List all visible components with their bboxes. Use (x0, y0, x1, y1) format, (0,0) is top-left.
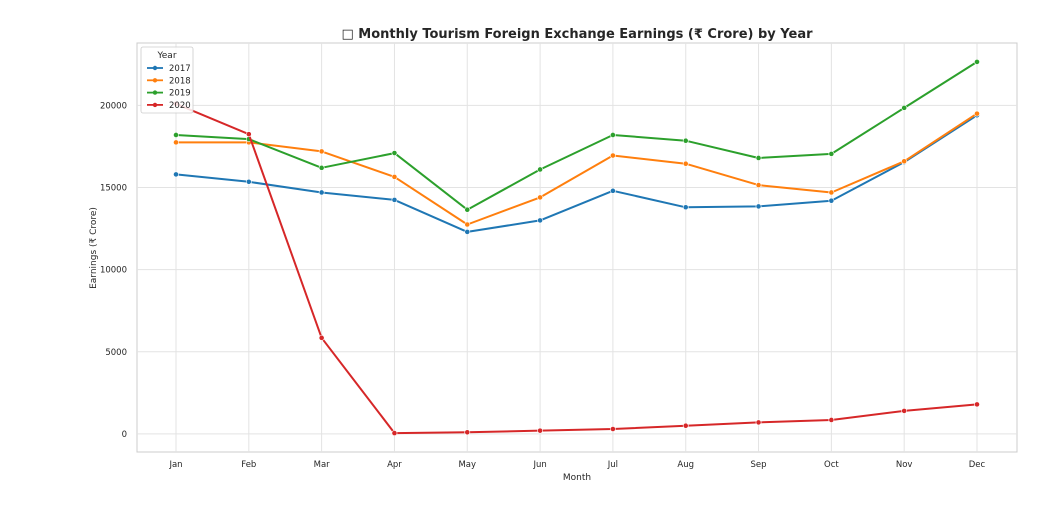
data-point (828, 197, 835, 204)
x-tick-label: Nov (896, 460, 913, 470)
legend-label: 2017 (169, 64, 191, 74)
data-point (755, 203, 762, 210)
x-tick-label: May (458, 460, 476, 470)
data-point (318, 148, 325, 155)
x-tick-label: Feb (241, 460, 256, 470)
data-point (610, 187, 616, 194)
data-point (537, 194, 543, 201)
legend-marker (152, 102, 158, 108)
legend-marker (152, 65, 158, 71)
data-point (755, 155, 762, 161)
x-tick-label: Dec (969, 460, 986, 470)
x-tick-label: Jan (168, 460, 182, 470)
x-tick-label: Oct (824, 460, 839, 470)
data-point (173, 171, 179, 178)
data-point (974, 401, 980, 408)
data-point (974, 110, 980, 117)
x-tick-label: Sep (751, 460, 767, 470)
data-point (391, 430, 398, 437)
legend-label: 2019 (169, 89, 191, 99)
legend-box (140, 46, 194, 114)
data-point (537, 217, 543, 224)
series-line (175, 114, 978, 233)
data-point (682, 204, 689, 211)
axis-ticks: Jan Feb Mar Apr May Jun Jul Aug Sep Oct Nov Dec 0 500… (100, 101, 986, 470)
data-point (318, 189, 325, 196)
data-point (682, 137, 689, 144)
data-point (828, 150, 835, 157)
y-tick-label: 15000 (100, 184, 127, 194)
y-axis-label: Earnings (₹ Crore) (89, 207, 99, 289)
legend-marker (152, 78, 158, 83)
plot-area (136, 42, 1018, 453)
legend-label: 2020 (169, 101, 191, 111)
data-point (537, 427, 543, 434)
legend-label: 2018 (169, 76, 191, 86)
series-2020 (173, 100, 980, 437)
data-point (828, 417, 835, 423)
x-tick-label: Apr (387, 460, 402, 470)
data-point (318, 164, 325, 171)
data-point (318, 334, 325, 341)
data-point (682, 422, 689, 429)
x-tick-label: Mar (314, 460, 331, 470)
y-tick-label: 0 (122, 430, 127, 440)
data-point (464, 429, 471, 436)
data-point (610, 426, 616, 432)
series-line (176, 112, 978, 226)
x-axis-label: Month (563, 473, 591, 483)
x-tick-label: Jun (532, 460, 546, 470)
data-point (901, 408, 908, 414)
series-line (175, 102, 978, 435)
data-point (901, 158, 908, 165)
series-lines (173, 58, 980, 437)
data-point (391, 173, 398, 180)
data-point (537, 166, 543, 173)
data-point (610, 152, 616, 159)
x-tick-label: Jul (607, 460, 618, 470)
data-point (755, 182, 762, 188)
chart-title: □ Monthly Tourism Foreign Exchange Earni… (341, 27, 813, 42)
y-tick-label: 5000 (105, 348, 127, 358)
data-point (828, 189, 835, 196)
data-point (464, 228, 471, 235)
data-point (173, 139, 179, 146)
legend-marker (152, 90, 158, 95)
data-point (391, 196, 398, 203)
data-point (173, 132, 179, 138)
data-point (245, 178, 252, 185)
data-point (245, 131, 252, 138)
series-line (175, 61, 978, 211)
data-point (464, 206, 471, 213)
series-2019 (173, 58, 980, 213)
series-2017 (173, 112, 980, 235)
data-point (682, 160, 689, 167)
x-tick-label: Aug (677, 460, 694, 470)
data-point (901, 104, 908, 111)
y-tick-label: 20000 (100, 101, 127, 111)
data-point (464, 221, 471, 228)
legend: Year 2017 2018 2019 2020 (140, 46, 194, 114)
legend-title: Year (156, 51, 176, 61)
data-point (755, 419, 762, 426)
data-point (974, 58, 980, 65)
y-tick-label: 10000 (100, 266, 127, 276)
data-point (610, 132, 616, 138)
data-point (391, 150, 398, 156)
